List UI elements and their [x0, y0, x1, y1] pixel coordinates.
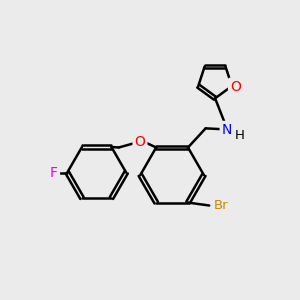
Text: O: O	[230, 80, 241, 94]
Text: H: H	[234, 129, 244, 142]
Text: O: O	[135, 135, 146, 148]
Text: F: F	[50, 166, 58, 179]
Text: Br: Br	[214, 199, 229, 212]
Text: N: N	[222, 123, 232, 137]
